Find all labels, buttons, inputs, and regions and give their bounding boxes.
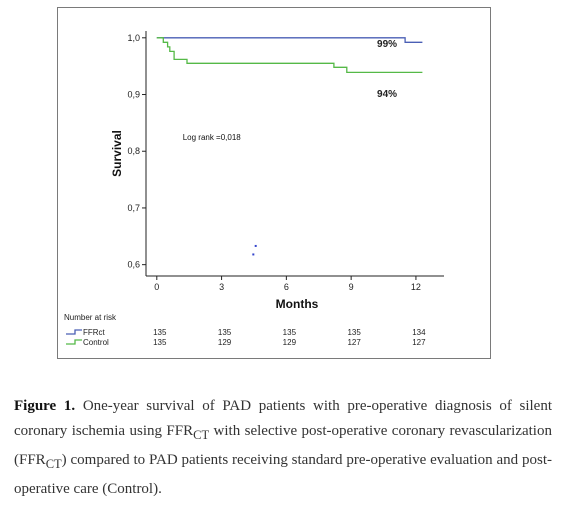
caption-label: Figure 1. <box>14 398 76 414</box>
plot-frame <box>57 7 491 359</box>
y-tick-label: 1,0 <box>127 33 140 43</box>
x-tick-label: 9 <box>349 282 354 292</box>
risk-table-title: Number at risk <box>64 313 117 322</box>
x-tick-label: 6 <box>284 282 289 292</box>
caption-text-3: ) compared to PAD patients receiving sta… <box>14 452 552 497</box>
risk-legend-glyph-control <box>66 339 82 345</box>
risk-count: 127 <box>347 338 361 347</box>
risk-count: 134 <box>412 328 426 337</box>
risk-count: 129 <box>218 338 232 347</box>
caption-sub-2: CT <box>45 457 62 471</box>
risk-count: 135 <box>153 328 167 337</box>
risk-row-label: FFRct <box>83 328 106 337</box>
caption-sub-1: CT <box>193 428 210 442</box>
x-tick-label: 3 <box>219 282 224 292</box>
risk-legend-glyph-ffrct <box>66 329 82 335</box>
figure-caption: Figure 1. One-year survival of PAD patie… <box>14 394 552 502</box>
x-axis-title: Months <box>276 297 319 311</box>
risk-count: 135 <box>153 338 167 347</box>
risk-count: 135 <box>347 328 361 337</box>
x-tick-label: 0 <box>154 282 159 292</box>
y-tick-label: 0,9 <box>127 90 140 100</box>
risk-count: 129 <box>283 338 297 347</box>
y-tick-label: 0,7 <box>127 203 140 213</box>
kaplan-meier-chart: 1,0 0,9 0,8 0,7 0,6 0 3 6 9 12 Months Survival Log r… <box>64 31 444 347</box>
series-line-ffrct <box>156 37 423 43</box>
risk-row-label: Control <box>83 338 109 347</box>
x-tick-label: 12 <box>411 282 421 292</box>
risk-count: 135 <box>283 328 297 337</box>
y-tick-label: 0,6 <box>127 260 140 270</box>
stray-point <box>252 253 255 256</box>
y-axis-title: Survival <box>110 130 124 177</box>
stray-point <box>254 244 257 247</box>
risk-count: 127 <box>412 338 426 347</box>
log-rank-annotation: Log rank =0,018 <box>183 133 242 142</box>
y-tick-label: 0,8 <box>127 146 140 156</box>
caption-text-2: with selective post-operative coronary r… <box>14 423 552 468</box>
series-line-control <box>156 37 423 74</box>
caption-text-1: One-year survival of PAD patients with p… <box>14 398 553 439</box>
risk-count: 135 <box>218 328 232 337</box>
survival-percent-label: 99% <box>377 39 397 50</box>
survival-percent-label: 94% <box>377 89 397 100</box>
